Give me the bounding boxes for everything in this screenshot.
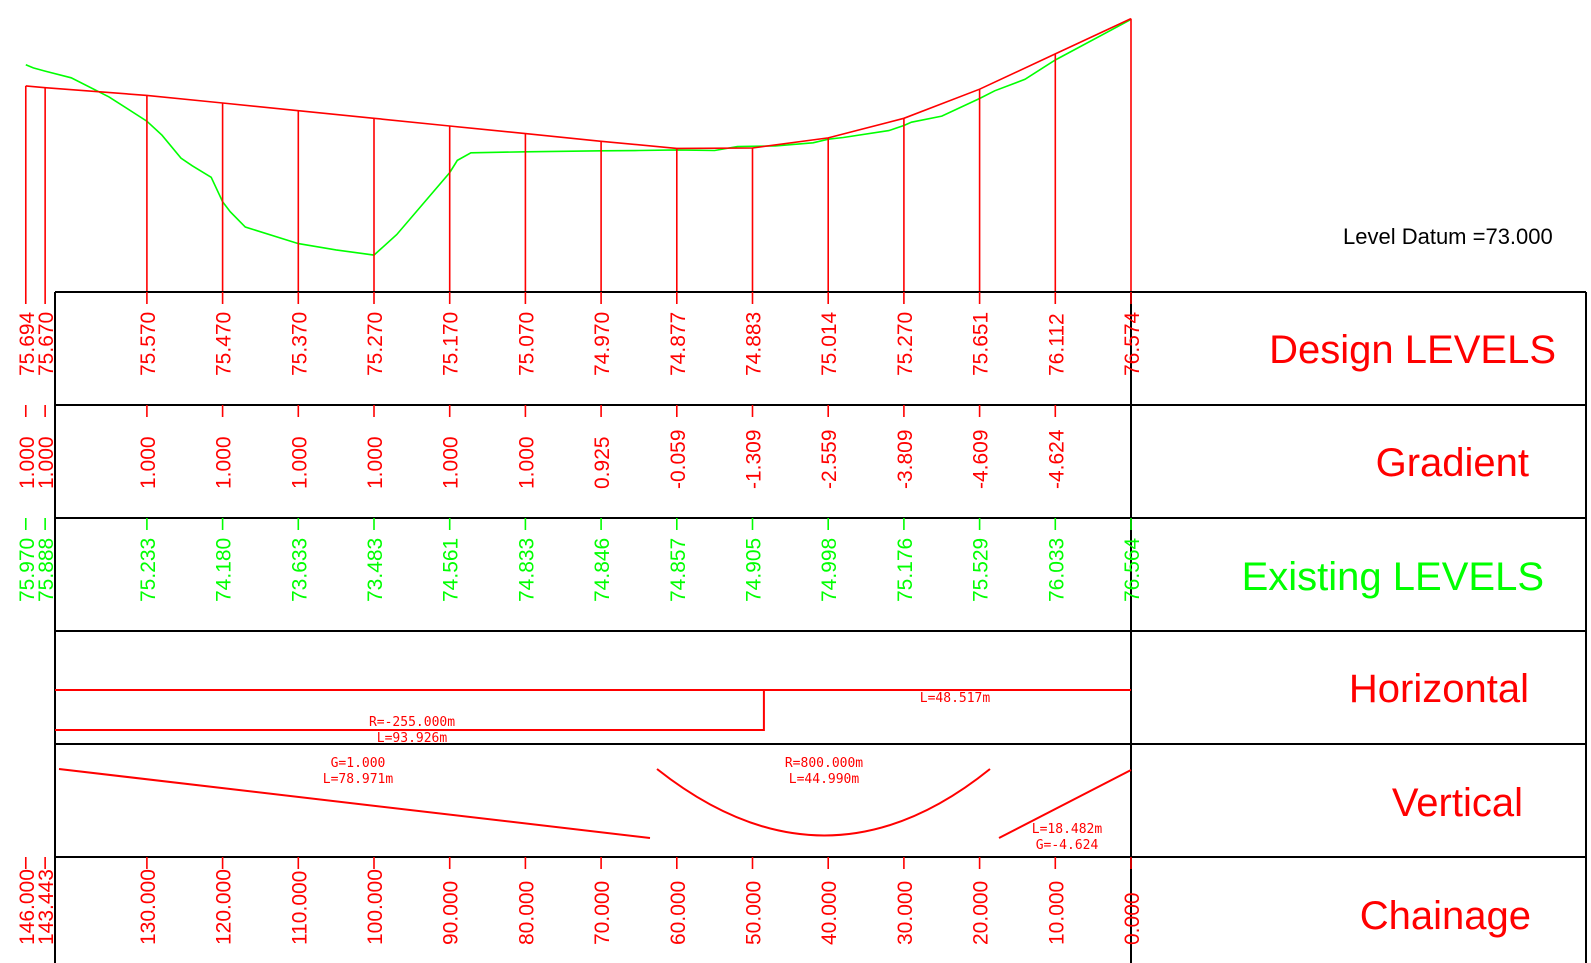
design-value-0: 75.694: [16, 311, 39, 376]
design-value-8: 74.970: [591, 312, 614, 376]
design-value-5: 75.270: [364, 312, 387, 376]
design-value-15: 76.574: [1121, 311, 1144, 376]
existing-value-6: 74.561: [440, 538, 463, 602]
design-value-3: 75.470: [213, 312, 236, 376]
vertical-curve-radius: R=800.000m: [785, 756, 863, 771]
chainage-value-4: 110.000: [288, 871, 311, 945]
chainage-value-0: 146.000: [16, 869, 39, 945]
vertical-curve-length: L=44.990m: [789, 772, 860, 787]
row-label-chainage: Chainage: [1360, 894, 1531, 938]
vertical-grade-1-g: G=1.000: [331, 756, 386, 771]
chainage-value-2: 130.000: [137, 869, 160, 945]
vertical-alignment: [58, 768, 1132, 839]
row-label-gradient: Gradient: [1376, 441, 1529, 485]
horizontal-curve-length: L=93.926m: [377, 731, 448, 746]
chainage-value-9: 60.000: [667, 881, 690, 945]
table-values: 75.694 1.000 75.970 146.000 75.670 1.000 75.88…: [16, 292, 1144, 945]
vertical-sag-curve: [656, 768, 991, 837]
chainage-value-5: 100.000: [364, 869, 387, 945]
gradient-value-9: -0.059: [667, 429, 690, 489]
design-value-10: 74.883: [743, 312, 766, 376]
gradient-value-4: 1.000: [288, 436, 311, 489]
design-value-2: 75.570: [137, 312, 160, 376]
row-label-vertical: Vertical: [1392, 781, 1523, 825]
existing-value-12: 75.176: [894, 538, 917, 602]
gradient-value-12: -3.809: [894, 429, 917, 489]
chainage-value-13: 20.000: [970, 881, 993, 945]
existing-value-7: 74.833: [515, 538, 538, 602]
gradient-value-3: 1.000: [213, 436, 236, 489]
design-value-14: 76.112: [1045, 313, 1068, 376]
existing-value-11: 74.998: [818, 538, 841, 602]
existing-value-5: 73.483: [364, 538, 387, 602]
existing-value-3: 74.180: [213, 538, 236, 602]
existing-value-15: 76.564: [1121, 537, 1144, 602]
chainage-value-15: 0.000: [1121, 892, 1144, 945]
gradient-value-7: 1.000: [515, 436, 538, 489]
row-label-design-levels: Design LEVELS: [1269, 328, 1556, 372]
chainage-value-8: 70.000: [591, 881, 614, 945]
design-level-line: [25, 17, 1132, 150]
design-value-11: 75.014: [818, 311, 841, 376]
existing-ground-line: [25, 18, 1132, 256]
level-datum-label: Level Datum =73.000: [1343, 224, 1553, 249]
existing-value-10: 74.905: [743, 538, 766, 602]
vertical-grade-3: [998, 769, 1132, 839]
chainage-value-11: 40.000: [818, 881, 841, 945]
horizontal-tangent-length: L=48.517m: [920, 691, 991, 706]
existing-value-9: 74.857: [667, 538, 690, 602]
existing-value-1: 75.888: [35, 538, 58, 602]
chainage-value-6: 90.000: [440, 881, 463, 945]
design-value-7: 75.070: [515, 312, 538, 376]
row-label-existing-levels: Existing LEVELS: [1242, 555, 1544, 599]
chainage-value-1: 143.443: [35, 869, 58, 945]
existing-value-0: 75.970: [16, 538, 39, 602]
vertical-grade-3-g: G=-4.624: [1036, 838, 1099, 853]
horizontal-curve-radius: R=-255.000m: [369, 715, 455, 730]
design-value-12: 75.270: [894, 312, 917, 376]
design-value-6: 75.170: [440, 312, 463, 376]
design-value-13: 75.651: [970, 312, 993, 376]
gradient-value-8: 0.925: [591, 436, 614, 489]
chainage-value-12: 30.000: [894, 881, 917, 945]
gradient-value-13: -4.609: [970, 429, 993, 489]
gradient-value-2: 1.000: [137, 436, 160, 489]
existing-value-8: 74.846: [591, 538, 614, 602]
gradient-value-1: 1.000: [35, 436, 58, 489]
gradient-value-0: 1.000: [16, 436, 39, 489]
gradient-value-10: -1.309: [743, 429, 766, 489]
gradient-value-11: -2.559: [818, 429, 841, 489]
chainage-value-3: 120.000: [213, 869, 236, 945]
design-value-9: 74.877: [667, 312, 690, 376]
chainage-value-14: 10.000: [1045, 881, 1068, 945]
station-verticals: [24, 18, 1132, 292]
existing-value-14: 76.033: [1045, 538, 1068, 602]
profile-plot: [24, 17, 1132, 292]
design-value-4: 75.370: [288, 312, 311, 376]
design-value-1: 75.670: [35, 312, 58, 376]
existing-value-4: 73.633: [288, 538, 311, 602]
vertical-grade-1: [58, 768, 651, 839]
chainage-value-10: 50.000: [743, 881, 766, 945]
existing-value-13: 75.529: [970, 538, 993, 602]
horizontal-alignment: [55, 689, 1131, 731]
gradient-value-5: 1.000: [364, 436, 387, 489]
chainage-value-7: 80.000: [515, 881, 538, 945]
horizontal-alignment-line: [55, 689, 1131, 731]
existing-value-2: 75.233: [137, 538, 160, 602]
table-grid: [54, 291, 1587, 963]
vertical-grade-1-l: L=78.971m: [323, 772, 394, 787]
gradient-value-6: 1.000: [440, 436, 463, 489]
gradient-value-14: -4.624: [1045, 429, 1068, 489]
vertical-grade-3-l: L=18.482m: [1032, 822, 1103, 837]
row-label-horizontal: Horizontal: [1349, 667, 1529, 711]
